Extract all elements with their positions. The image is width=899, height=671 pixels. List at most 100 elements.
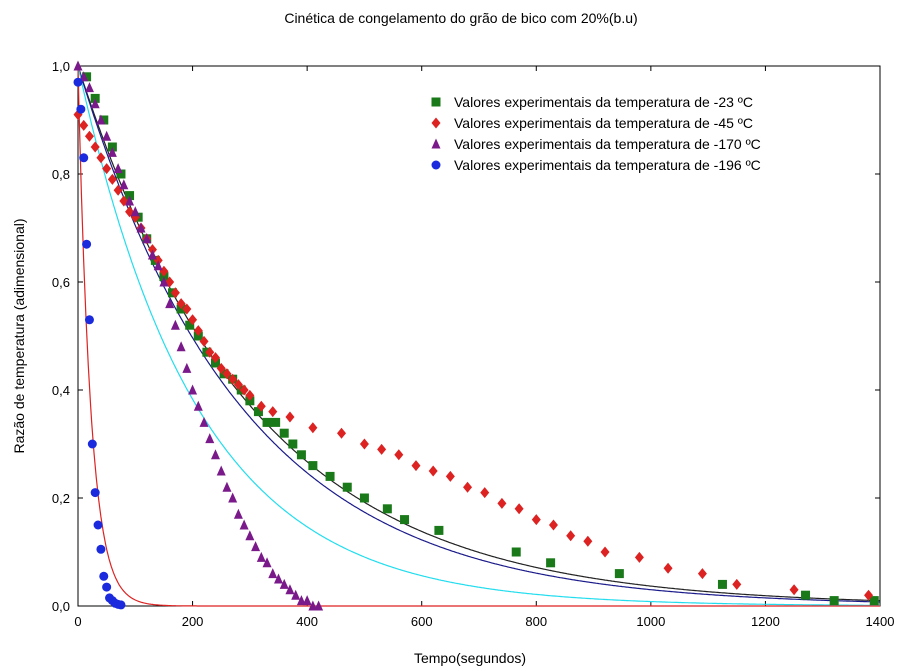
data-point-diamond bbox=[445, 470, 455, 482]
data-point-triangle bbox=[256, 551, 266, 562]
data-point-diamond bbox=[256, 400, 266, 412]
legend-marker-square bbox=[431, 97, 441, 107]
data-point-triangle bbox=[170, 319, 180, 330]
x-tick-label: 0 bbox=[74, 614, 81, 629]
data-point-diamond bbox=[531, 514, 541, 526]
data-point-diamond bbox=[359, 438, 369, 450]
data-point-triangle bbox=[159, 276, 169, 287]
x-tick-label: 800 bbox=[525, 614, 547, 629]
y-tick-label: 0,6 bbox=[52, 275, 70, 290]
data-point-triangle bbox=[142, 233, 152, 244]
data-point-diamond bbox=[697, 568, 707, 580]
data-point-triangle bbox=[79, 71, 89, 82]
data-point-diamond bbox=[102, 163, 112, 175]
data-point-diamond bbox=[84, 130, 94, 142]
legend-label: Valores experimentais da temperatura de … bbox=[454, 94, 753, 110]
data-point-triangle bbox=[102, 130, 112, 141]
data-point-circle bbox=[76, 104, 86, 114]
data-point-diamond bbox=[463, 481, 473, 493]
series-4 bbox=[73, 77, 126, 610]
data-point-triangle bbox=[205, 433, 215, 444]
series-1 bbox=[82, 72, 879, 606]
data-point-square bbox=[511, 547, 521, 557]
data-point-square bbox=[717, 579, 727, 589]
data-point-triangle bbox=[210, 449, 220, 460]
y-tick-label: 0,4 bbox=[52, 383, 70, 398]
data-point-circle bbox=[102, 582, 112, 592]
data-point-diamond bbox=[337, 427, 347, 439]
data-point-diamond bbox=[377, 443, 387, 455]
data-point-triangle bbox=[245, 530, 255, 541]
data-points bbox=[73, 60, 879, 611]
data-point-square bbox=[342, 482, 352, 492]
data-point-diamond bbox=[210, 352, 220, 364]
y-tick-label: 0,2 bbox=[52, 491, 70, 506]
data-point-diamond bbox=[308, 422, 318, 434]
data-point-triangle bbox=[125, 195, 135, 206]
data-point-triangle bbox=[153, 260, 163, 271]
data-point-diamond bbox=[216, 362, 226, 374]
data-point-diamond bbox=[566, 530, 576, 542]
data-point-square bbox=[271, 417, 281, 427]
data-point-square bbox=[382, 504, 392, 514]
data-point-circle bbox=[82, 239, 92, 249]
data-point-diamond bbox=[411, 460, 421, 472]
data-point-triangle bbox=[228, 492, 238, 503]
x-tick-label: 600 bbox=[411, 614, 433, 629]
data-point-circle bbox=[96, 544, 106, 554]
data-point-diamond bbox=[193, 325, 203, 337]
data-point-triangle bbox=[296, 595, 306, 606]
y-tick-label: 1,0 bbox=[52, 59, 70, 74]
data-point-diamond bbox=[222, 368, 232, 380]
legend-marker-triangle bbox=[431, 138, 441, 149]
data-point-triangle bbox=[188, 384, 198, 395]
x-tick-label: 1400 bbox=[866, 614, 895, 629]
data-point-diamond bbox=[170, 287, 180, 299]
data-point-diamond bbox=[90, 141, 100, 153]
data-point-triangle bbox=[308, 600, 318, 611]
legend-label: Valores experimentais da temperatura de … bbox=[454, 136, 761, 152]
data-point-circle bbox=[84, 315, 94, 325]
x-tick-label: 200 bbox=[182, 614, 204, 629]
data-point-square bbox=[279, 428, 289, 438]
data-point-triangle bbox=[199, 416, 209, 427]
data-point-diamond bbox=[789, 584, 799, 596]
data-point-triangle bbox=[302, 595, 312, 606]
data-point-triangle bbox=[96, 114, 106, 125]
data-point-triangle bbox=[182, 362, 192, 373]
data-point-circle bbox=[87, 439, 97, 449]
x-axis-ticks: 0 200 400 600 800 1000 1200 1400 bbox=[74, 66, 894, 629]
data-point-diamond bbox=[176, 298, 186, 310]
x-tick-label: 1200 bbox=[751, 614, 780, 629]
data-point-square bbox=[869, 596, 879, 606]
y-tick-label: 0,0 bbox=[52, 599, 70, 614]
data-point-triangle bbox=[239, 519, 249, 530]
data-point-square bbox=[308, 461, 318, 471]
legend-label: Valores experimentais da temperatura de … bbox=[454, 157, 761, 173]
data-point-diamond bbox=[864, 589, 874, 601]
data-point-diamond bbox=[233, 379, 243, 391]
data-point-square bbox=[296, 450, 306, 460]
data-point-diamond bbox=[199, 335, 209, 347]
data-point-square bbox=[288, 439, 298, 449]
data-point-square bbox=[829, 596, 839, 606]
data-point-circle bbox=[93, 520, 103, 530]
x-tick-label: 1000 bbox=[636, 614, 665, 629]
x-tick-label: 400 bbox=[296, 614, 318, 629]
data-point-square bbox=[253, 407, 263, 417]
data-point-diamond bbox=[268, 406, 278, 418]
data-point-triangle bbox=[147, 249, 157, 260]
y-axis-title: Razão de temperatura (adimensional) bbox=[11, 218, 27, 453]
y-tick-label: 0,8 bbox=[52, 167, 70, 182]
data-point-triangle bbox=[279, 578, 289, 589]
fitted-curve-4 bbox=[77, 65, 880, 607]
data-point-diamond bbox=[514, 503, 524, 515]
data-point-circle bbox=[73, 77, 83, 87]
data-point-circle bbox=[116, 600, 126, 610]
chart-title: Cinética de congelamento do grão de bico… bbox=[284, 10, 637, 26]
legend-marker-diamond bbox=[431, 117, 441, 129]
data-point-square bbox=[546, 558, 556, 568]
data-point-diamond bbox=[285, 411, 295, 423]
data-point-diamond bbox=[96, 152, 106, 164]
data-point-diamond bbox=[107, 173, 117, 185]
